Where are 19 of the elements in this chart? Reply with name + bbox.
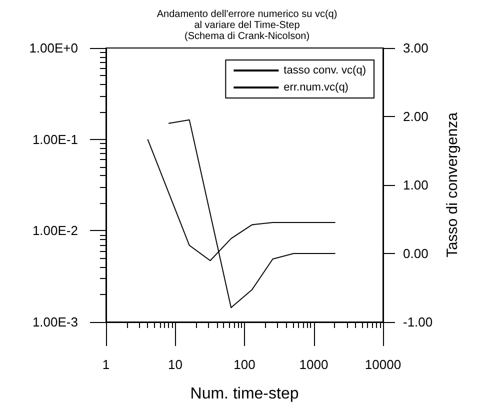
x-tick-label: 100 — [234, 357, 256, 372]
y2-tick-label: 3.00 — [403, 40, 428, 56]
y-tick-label: 1.00E-2 — [32, 223, 78, 238]
x-tick-label: 10000 — [364, 357, 402, 372]
y-tick-label: 1.00E-1 — [32, 132, 78, 147]
x-tick-label: 1000 — [299, 357, 328, 372]
y2-tick-label: 2.00 — [403, 109, 428, 124]
legend-label: err.num.vc(q) — [284, 82, 348, 94]
y2-tick-label: -1.00 — [403, 314, 433, 330]
y2-axis-title: Tasso di convergenza — [444, 112, 461, 258]
x-tick-label: 1 — [102, 357, 110, 372]
y-tick-label: 1.00E-3 — [32, 314, 78, 330]
y-tick-label: 1.00E+0 — [29, 40, 78, 56]
x-axis-title: Num. time-step — [190, 386, 299, 402]
y2-tick-label: 0.00 — [403, 246, 428, 261]
y2-tick-label: 1.00 — [403, 178, 428, 192]
legend-label: tasso conv. vc(q) — [284, 64, 366, 76]
x-tick-label: 10 — [168, 357, 182, 372]
chart-title: Andamento dell'errore numerico su vc(q) al variare del Time-Step (Schema di Crank-Nicolson) — [156, 9, 338, 42]
